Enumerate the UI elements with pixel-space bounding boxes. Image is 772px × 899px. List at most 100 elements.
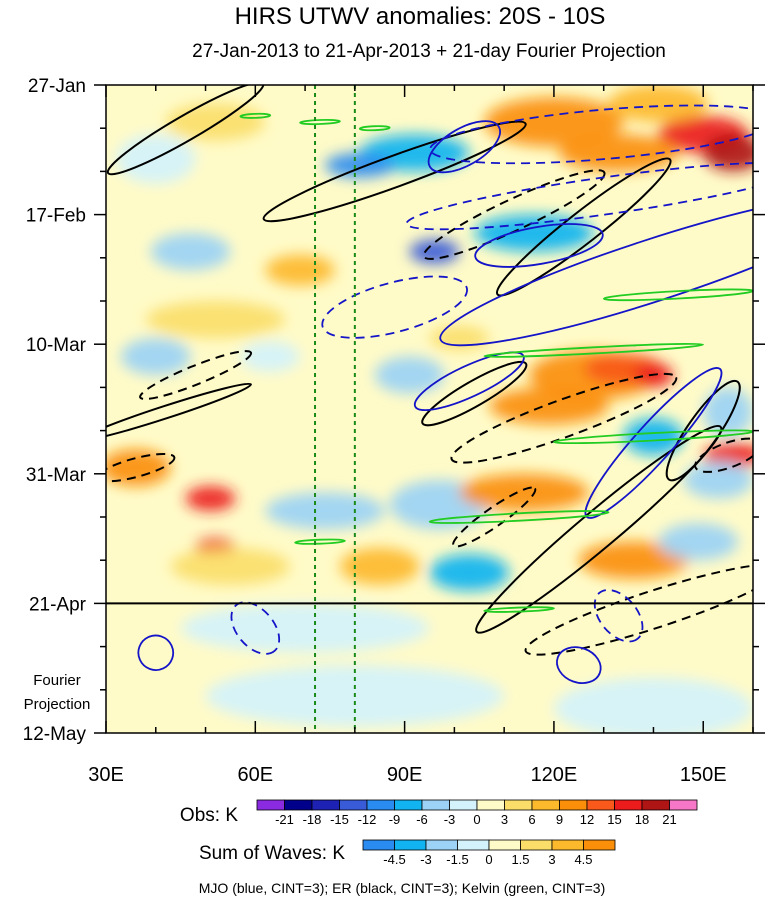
x-tick-label: 60E <box>238 764 274 786</box>
anomaly-blob <box>608 85 709 123</box>
colorbar-cell <box>641 799 670 811</box>
kelvin-contour-positive <box>428 510 610 524</box>
projection-label-line2: Projection <box>24 696 91 713</box>
colorbar-cell <box>531 799 560 811</box>
er-contour-negative <box>452 486 537 548</box>
colorbar-label: 3 <box>501 812 508 827</box>
colorbar-label: 18 <box>635 812 649 827</box>
colorbar-label: -15 <box>330 812 349 827</box>
anomaly-blob <box>474 214 594 252</box>
wave-legend-note: MJO (blue, CINT=3); ER (black, CINT=3); … <box>199 880 606 896</box>
mjo-contour-positive <box>474 223 604 268</box>
x-tick-label: 120E <box>531 764 578 786</box>
colorbar-cell <box>421 799 450 811</box>
y-tick-label: 21-Apr <box>29 594 87 615</box>
plot-area: 30E 60E 90E 120E 150E 27-Jan 17-Feb 10-Mar 31-M… <box>23 76 765 786</box>
x-tick-label: 90E <box>387 764 423 786</box>
colorbar-label: 3 <box>548 852 555 867</box>
er-contour-negative <box>524 563 753 656</box>
colorbar-cell <box>366 799 395 811</box>
kelvin-contour-positive <box>294 538 346 545</box>
colorbar-cell <box>394 839 427 851</box>
colorbar-label: 4.5 <box>574 852 592 867</box>
anomaly-blob <box>658 523 739 561</box>
x-tick-labels: 30E 60E 90E 120E 150E <box>88 764 726 786</box>
colorbar-cell <box>504 799 533 811</box>
colorbar-label: -12 <box>358 812 377 827</box>
anomaly-blob <box>429 325 490 351</box>
er-contour-positive <box>421 360 528 427</box>
anomaly-blob <box>558 134 679 172</box>
anomaly-blob <box>265 492 385 530</box>
colorbar-cell <box>551 839 584 851</box>
mjo-contour-negative <box>230 601 281 655</box>
anomaly-blob <box>429 554 510 592</box>
obs-colorbar: Obs: K -21 -18 -15 -12 -9 -6 -3 0 3 6 9 12 15 18 21 <box>180 799 698 827</box>
mjo-contour-positive <box>556 646 602 684</box>
colorbar-cell <box>669 799 698 811</box>
colorbar-label: 15 <box>607 812 621 827</box>
projection-label-line1: Fourier <box>33 672 81 689</box>
colorbar-cell <box>583 839 616 851</box>
er-contour-positive <box>495 157 672 297</box>
wave-contours <box>106 85 753 684</box>
y-tick-label: 31-Mar <box>26 465 87 486</box>
anomaly-blob <box>643 609 753 647</box>
anomaly-blob <box>553 677 753 733</box>
colorbar-label: -4.5 <box>383 852 405 867</box>
anomaly-blob <box>409 239 460 264</box>
kelvin-contour-positive <box>358 125 391 132</box>
colorbar-label: 12 <box>580 812 594 827</box>
mjo-contour-negative <box>321 275 468 339</box>
y-tick-label: 17-Feb <box>26 206 86 227</box>
er-contour-negative <box>106 452 176 483</box>
colorbar-label: 0 <box>473 812 480 827</box>
anomaly-blob <box>374 356 445 394</box>
anomaly-blob <box>484 97 624 147</box>
anomaly-blob <box>120 338 191 376</box>
y-tick-labels: 27-Jan 17-Feb 10-Mar 31-Mar 21-Apr 12-May <box>23 76 87 745</box>
colorbar-label: 9 <box>556 812 563 827</box>
colorbar-label: 21 <box>662 812 676 827</box>
y-tick-label: 27-Jan <box>28 76 86 97</box>
colorbar-cell <box>614 799 643 811</box>
y-tick-label: 10-Mar <box>26 335 87 356</box>
colorbar-label: 0 <box>485 852 492 867</box>
obs-colorbar-label: Obs: K <box>180 805 238 826</box>
er-contour-positive <box>106 382 252 442</box>
kelvin-contour-positive <box>299 119 341 126</box>
anomaly-blob <box>339 547 420 585</box>
colorbar-label: -18 <box>303 812 322 827</box>
chart-title: HIRS UTWV anomalies: 20S - 10S <box>235 3 606 30</box>
anomaly-blob <box>185 486 236 511</box>
colorbar-label: 1.5 <box>511 852 529 867</box>
chart-subtitle: 27-Jan-2013 to 21-Apr-2013 + 21-day Four… <box>192 41 666 62</box>
anomaly-blob <box>578 541 689 579</box>
colorbar-cell <box>488 839 521 851</box>
anomaly-blob <box>170 547 291 585</box>
colorbar-cell <box>520 839 553 851</box>
er-contour-negative <box>694 437 753 473</box>
colorbar-cell <box>457 839 490 851</box>
colorbar-cell <box>476 799 505 811</box>
colorbar-label: 6 <box>528 812 535 827</box>
colorbar-label: -21 <box>275 812 294 827</box>
anomaly-blob <box>703 442 753 468</box>
anomaly-blob <box>106 449 171 487</box>
colorbar-cell <box>394 799 423 811</box>
colorbar-label: -1.5 <box>446 852 468 867</box>
er-contour-negative <box>450 372 678 464</box>
colorbar-cell <box>559 799 588 811</box>
colorbar-cell <box>449 799 478 811</box>
kelvin-contour-positive <box>483 606 555 613</box>
anomaly-blob <box>165 103 266 141</box>
mjo-contour-positive <box>137 634 175 671</box>
colorbar-label: -3 <box>420 852 432 867</box>
colorbar-label: -6 <box>416 812 428 827</box>
er-contour-positive <box>262 120 527 223</box>
anomaly-blob <box>240 341 301 372</box>
anomaly-blob <box>683 461 753 499</box>
er-contour-negative <box>139 350 253 401</box>
mjo-contour-negative <box>405 161 753 231</box>
